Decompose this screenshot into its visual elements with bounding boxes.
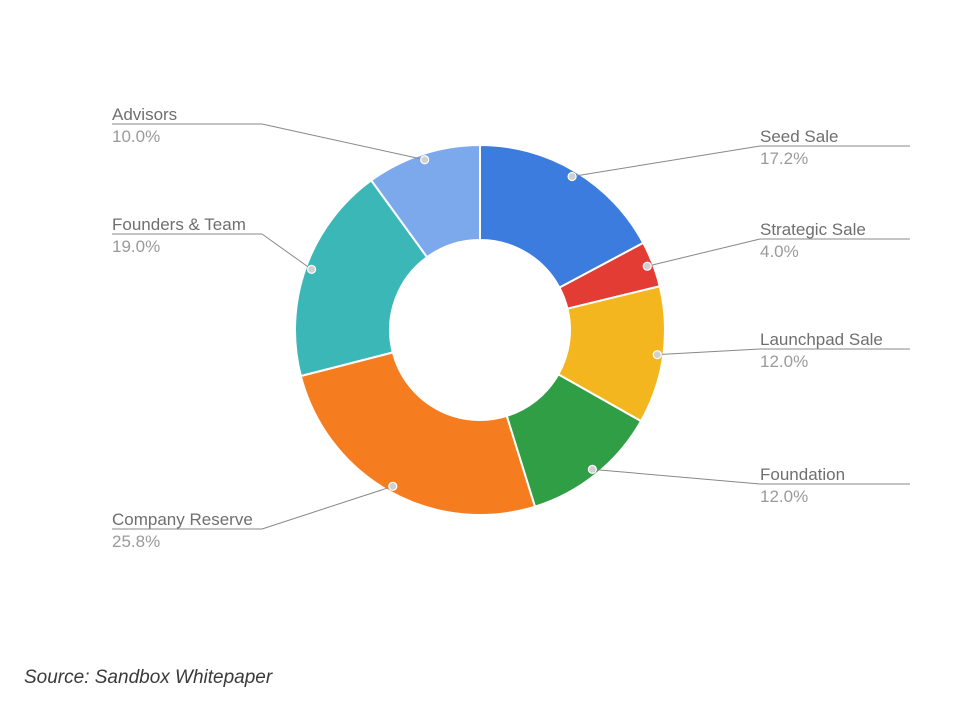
label-value: 12.0%: [760, 487, 808, 506]
slice-company-reserve: [301, 352, 535, 515]
label-name: Launchpad Sale: [760, 330, 883, 349]
label-value: 4.0%: [760, 242, 799, 261]
label-name: Foundation: [760, 465, 845, 484]
leader-dot: [588, 465, 596, 473]
leader-line: [592, 469, 910, 484]
label-name: Strategic Sale: [760, 220, 866, 239]
leader-dot: [653, 351, 661, 359]
label-value: 10.0%: [112, 127, 160, 146]
label-value: 25.8%: [112, 532, 160, 551]
source-caption: Source: Sandbox Whitepaper: [24, 667, 272, 689]
label-name: Seed Sale: [760, 127, 838, 146]
label-value: 17.2%: [760, 149, 808, 168]
label-value: 19.0%: [112, 237, 160, 256]
leader-dot: [308, 265, 316, 273]
leader-dot: [421, 156, 429, 164]
leader-dot: [643, 262, 651, 270]
leader-line: [572, 146, 910, 177]
label-value: 12.0%: [760, 352, 808, 371]
leader-dot: [568, 173, 576, 181]
label-name: Company Reserve: [112, 510, 253, 529]
label-name: Advisors: [112, 105, 177, 124]
label-name: Founders & Team: [112, 215, 246, 234]
donut-chart: Seed Sale 17.2% Strategic Sale 4.0% Launchpa…: [0, 0, 960, 713]
leader-dot: [389, 482, 397, 490]
